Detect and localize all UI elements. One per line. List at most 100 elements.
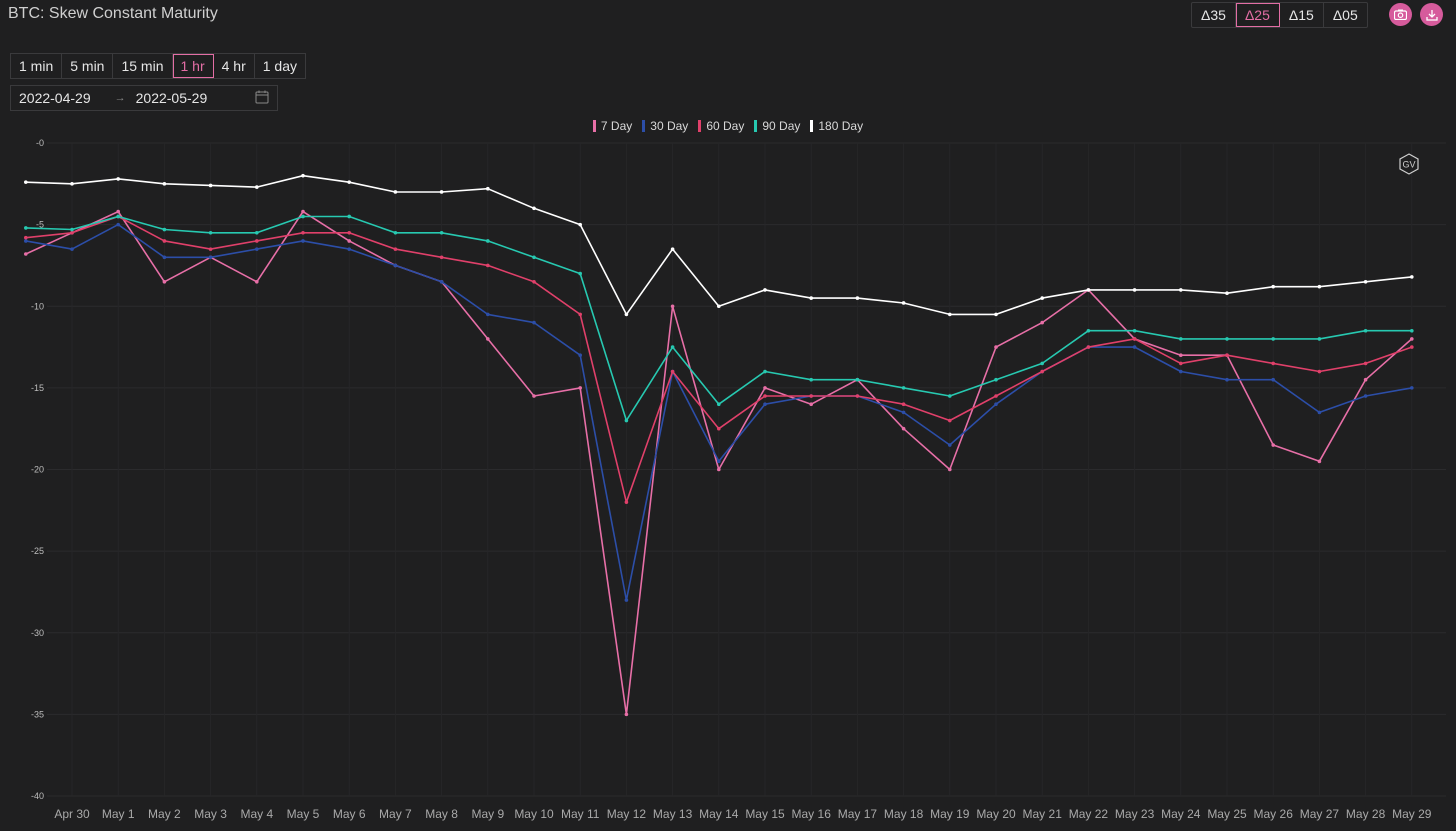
data-point <box>116 214 120 219</box>
interval-5min-button[interactable]: 5 min <box>62 54 114 78</box>
x-tick-label: May 24 <box>1161 807 1201 821</box>
data-point <box>624 598 629 602</box>
interval-15min-button[interactable]: 15 min <box>113 54 173 78</box>
legend-item-30day[interactable]: 30 Day <box>642 119 688 133</box>
data-point <box>70 230 74 235</box>
data-point <box>208 183 213 188</box>
series-line-60day <box>25 215 1413 503</box>
data-point <box>1086 345 1091 349</box>
date-start-input[interactable]: 2022-04-29 <box>19 90 91 106</box>
data-point <box>1040 320 1044 325</box>
interval-1min-button[interactable]: 1 min <box>11 54 63 78</box>
date-range-picker[interactable]: 2022-04-29 → 2022-05-29 <box>10 85 278 111</box>
legend-item-60day[interactable]: 60 Day <box>698 119 744 133</box>
data-point <box>24 226 28 230</box>
x-tick-label: May 10 <box>514 807 554 821</box>
x-tick-label: May 2 <box>148 807 181 821</box>
data-point <box>717 426 721 431</box>
data-point <box>670 247 675 251</box>
x-tick-label: May 23 <box>1115 807 1155 821</box>
x-tick-label: May 16 <box>792 807 832 821</box>
data-point <box>1132 328 1137 333</box>
data-point <box>116 177 120 181</box>
download-button[interactable] <box>1420 3 1443 26</box>
calendar-icon[interactable] <box>255 90 269 104</box>
data-point <box>301 214 305 219</box>
screenshot-button[interactable] <box>1389 3 1412 26</box>
data-point <box>901 386 906 390</box>
data-point <box>1317 459 1322 464</box>
x-tick-label: May 14 <box>699 807 739 821</box>
data-point <box>1271 337 1275 341</box>
x-tick-label: May 7 <box>379 807 412 821</box>
delta-35-button[interactable]: Δ35 <box>1192 3 1236 27</box>
data-point <box>1179 369 1183 374</box>
data-point <box>948 418 952 423</box>
interval-selector: 1 min 5 min 15 min 1 hr 4 hr 1 day <box>10 53 306 79</box>
data-point <box>809 394 813 398</box>
series-line-90day <box>25 215 1412 422</box>
data-point <box>763 386 767 390</box>
delta-25-button[interactable]: Δ25 <box>1235 3 1280 27</box>
delta-05-button[interactable]: Δ05 <box>1332 7 1358 23</box>
data-point <box>208 255 213 260</box>
x-tick-label: May 13 <box>653 807 693 821</box>
legend-item-180day[interactable]: 180 Day <box>810 119 863 133</box>
legend-item-7day[interactable]: 7 Day <box>592 119 632 133</box>
data-point <box>301 230 305 235</box>
data-point <box>901 410 906 415</box>
y-tick-label: -15 <box>31 383 44 393</box>
data-point <box>70 182 74 186</box>
data-point <box>1410 275 1414 279</box>
x-tick-label: May 15 <box>745 807 785 821</box>
data-point <box>1179 361 1183 366</box>
data-point <box>24 180 28 184</box>
x-tick-label: May 21 <box>1023 807 1063 821</box>
camera-icon <box>1394 9 1407 20</box>
y-tick-label: -35 <box>31 709 44 719</box>
data-point <box>948 394 952 398</box>
data-point <box>301 209 305 214</box>
chart-legend: 7 Day 30 Day 60 Day 90 Day 180 Day <box>0 119 1456 133</box>
data-point <box>208 255 213 260</box>
data-point <box>254 279 259 284</box>
data-point <box>208 230 213 235</box>
data-point <box>624 500 629 504</box>
y-tick-label: -25 <box>31 546 44 556</box>
data-point <box>1271 443 1275 447</box>
y-tick-label: -40 <box>31 791 44 801</box>
data-point <box>717 467 721 472</box>
data-point <box>116 222 120 227</box>
data-point <box>763 402 767 407</box>
data-point <box>1132 337 1137 341</box>
data-point <box>486 263 490 268</box>
x-tick-label: May 20 <box>976 807 1016 821</box>
legend-item-90day[interactable]: 90 Day <box>754 119 800 133</box>
data-point <box>162 182 167 186</box>
x-tick-label: May 6 <box>333 807 366 821</box>
date-end-input[interactable]: 2022-05-29 <box>135 90 208 106</box>
data-point <box>1179 337 1183 341</box>
series-line-180day <box>25 174 1412 316</box>
data-point <box>994 312 998 317</box>
data-point <box>393 247 398 251</box>
interval-4hr-button[interactable]: 4 hr <box>214 54 255 78</box>
range-arrow-icon: → <box>114 92 126 104</box>
x-tick-label: May 27 <box>1300 807 1340 821</box>
y-tick-label: -30 <box>31 628 44 638</box>
data-point <box>1132 337 1137 341</box>
x-tick-label: May 5 <box>287 807 320 821</box>
data-point <box>1271 377 1275 382</box>
legend-swatch <box>754 120 758 132</box>
data-point <box>1040 361 1044 366</box>
data-point <box>486 312 490 317</box>
delta-15-button[interactable]: Δ15 <box>1280 3 1324 27</box>
data-point <box>855 377 860 382</box>
x-tick-label: May 17 <box>838 807 878 821</box>
data-point <box>1363 328 1368 333</box>
y-tick-label: -5 <box>36 220 44 230</box>
y-axis: -0 -5 -10 -15 -20 -25 -30 -35 -40 <box>31 138 44 801</box>
interval-1day-button[interactable]: 1 day <box>262 58 297 74</box>
interval-1hr-button[interactable]: 1 hr <box>172 54 214 78</box>
data-point <box>1086 345 1091 349</box>
